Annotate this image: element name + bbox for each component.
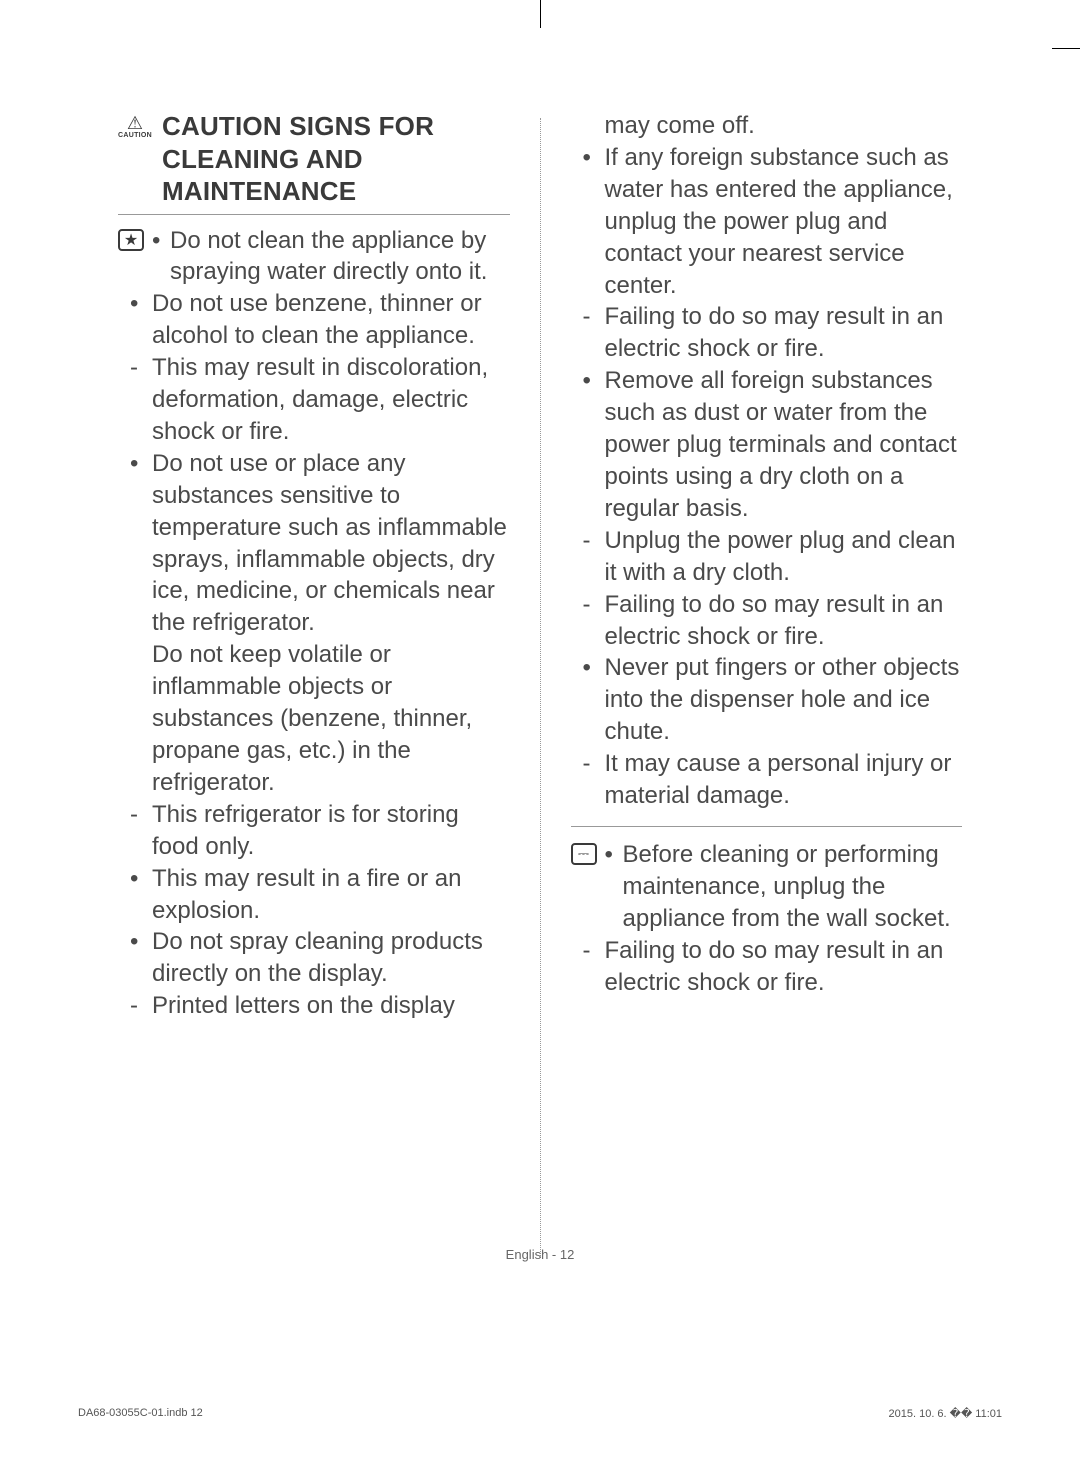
bullet-item: •Do not use benzene, thinner or alcohol … (130, 288, 510, 352)
bullet-item: •Remove all foreign substances such as d… (583, 365, 963, 525)
page-number: English - 12 (0, 1247, 1080, 1262)
dash-item: -Failing to do so may result in an elect… (583, 589, 963, 653)
timestamp: 2015. 10. 6. �� 11:01 (889, 1407, 1003, 1420)
bullet-text: Remove all foreign substances such as du… (605, 365, 963, 525)
continuation-text: may come off. (605, 110, 963, 142)
bullet-marker: • (152, 225, 170, 257)
warning-triangle-icon: ⚠ (127, 114, 143, 132)
bullet-text: Never put fingers or other objects into … (605, 652, 963, 748)
dash-text: It may cause a personal injury or materi… (605, 748, 963, 812)
bullet-marker: • (130, 448, 152, 480)
dash-marker: - (583, 935, 605, 967)
right-column: may come off. •If any foreign substance … (571, 110, 963, 1258)
section-divider (571, 826, 963, 827)
section-header: ⚠ CAUTION CAUTION SIGNS FOR CLEANING AND… (118, 110, 510, 208)
left-column: ⚠ CAUTION CAUTION SIGNS FOR CLEANING AND… (118, 110, 510, 1258)
dash-marker: - (583, 525, 605, 557)
bullet-item: •Do not use or place any substances sens… (130, 448, 510, 639)
bullet-marker: • (130, 863, 152, 895)
dash-text: Failing to do so may result in an electr… (605, 301, 963, 365)
bullet-marker: • (583, 365, 605, 397)
dash-item: -This may result in discoloration, defor… (130, 352, 510, 448)
plug-bullet-item: ⎓ • Before cleaning or performing mainte… (571, 839, 963, 935)
bullet-marker: • (130, 926, 152, 958)
dash-item: -Failing to do so may result in an elect… (583, 301, 963, 365)
dash-marker: - (130, 799, 152, 831)
bullet-marker: • (583, 652, 605, 684)
doc-id: DA68-03055C-01.indb 12 (78, 1407, 203, 1420)
crop-mark-right (1052, 48, 1080, 49)
dash-text: Unplug the power plug and clean it with … (605, 525, 963, 589)
dash-item: -Failing to do so may result in an elect… (583, 935, 963, 999)
crop-mark-top (540, 0, 541, 28)
column-divider (540, 118, 541, 1258)
bullet-text: Do not use or place any substances sensi… (152, 448, 510, 639)
dash-marker: - (583, 301, 605, 333)
bullet-marker: • (605, 839, 623, 871)
section-title: CAUTION SIGNS FOR CLEANING AND MAINTENAN… (162, 110, 510, 208)
dash-text: Failing to do so may result in an electr… (605, 589, 963, 653)
dash-item: -Printed letters on the display (130, 990, 510, 1022)
continuation-text: Do not keep volatile or inflammable obje… (152, 639, 510, 799)
bullet-item: •This may result in a fire or an explosi… (130, 863, 510, 927)
header-underline (118, 214, 510, 215)
bullet-item: •Never put fingers or other objects into… (583, 652, 963, 748)
bullet-item: •If any foreign substance such as water … (583, 142, 963, 302)
bullet-text: This may result in a fire or an explosio… (152, 863, 510, 927)
dash-text: This refrigerator is for storing food on… (152, 799, 510, 863)
bullet-text: If any foreign substance such as water h… (605, 142, 963, 302)
star-item-text: Do not clean the appliance by spraying w… (170, 225, 510, 289)
dash-marker: - (583, 748, 605, 780)
footer-meta: DA68-03055C-01.indb 12 2015. 10. 6. �� 1… (78, 1407, 1002, 1420)
bullet-text: Do not use benzene, thinner or alcohol t… (152, 288, 510, 352)
caution-label: CAUTION (118, 132, 152, 139)
dash-text: Printed letters on the display (152, 990, 455, 1022)
dash-text: Failing to do so may result in an electr… (605, 935, 963, 999)
star-icon: ★ (118, 229, 144, 251)
page-content: ⚠ CAUTION CAUTION SIGNS FOR CLEANING AND… (0, 0, 1080, 1258)
dash-marker: - (583, 589, 605, 621)
plug-icon: ⎓ (571, 843, 597, 865)
dash-item: -Unplug the power plug and clean it with… (583, 525, 963, 589)
dash-text: This may result in discoloration, deform… (152, 352, 510, 448)
bullet-marker: • (583, 142, 605, 174)
plug-item-text: Before cleaning or performing maintenanc… (623, 839, 963, 935)
dash-marker: - (130, 352, 152, 384)
dash-item: -This refrigerator is for storing food o… (130, 799, 510, 863)
dash-marker: - (130, 990, 152, 1022)
caution-icon: ⚠ CAUTION (118, 114, 152, 139)
bullet-text: Do not spray cleaning products directly … (152, 926, 510, 990)
bullet-item: •Do not spray cleaning products directly… (130, 926, 510, 990)
dash-item: -It may cause a personal injury or mater… (583, 748, 963, 812)
star-bullet-item: ★ • Do not clean the appliance by sprayi… (118, 225, 510, 289)
bullet-marker: • (130, 288, 152, 320)
